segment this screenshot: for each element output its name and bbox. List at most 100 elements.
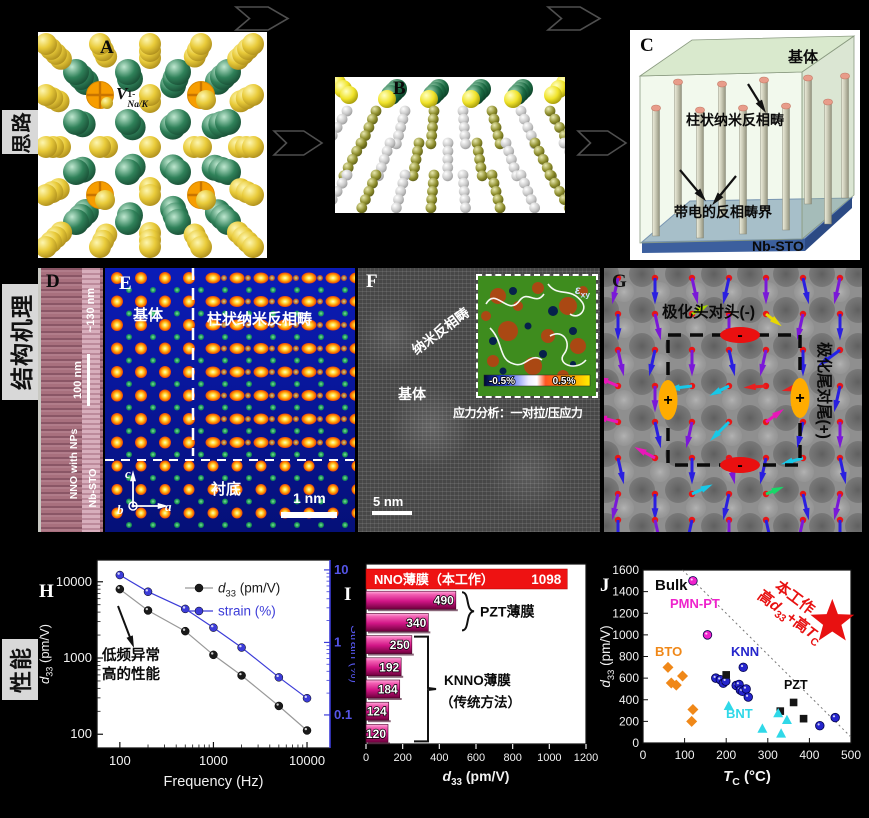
svg-text:100: 100 bbox=[70, 726, 92, 741]
svg-text:800: 800 bbox=[619, 650, 639, 664]
svg-text:Frequency (Hz): Frequency (Hz) bbox=[164, 774, 264, 790]
panel-d-cross-section: D ~130 nm 100 nm NNO with NPs Nb-STO bbox=[38, 268, 103, 532]
svg-text:高的性能: 高的性能 bbox=[102, 665, 160, 683]
svg-text:250: 250 bbox=[390, 638, 410, 652]
svg-text:600: 600 bbox=[619, 671, 639, 685]
panel-d-substrate-label: Nb-STO bbox=[87, 468, 99, 508]
panel-d-scalebar-label: 100 nm bbox=[72, 361, 84, 399]
svg-text:300: 300 bbox=[758, 748, 778, 762]
svg-text:340: 340 bbox=[406, 616, 426, 630]
panel-g-head-label: 极化头对头(-) bbox=[662, 304, 755, 321]
section-label-mechanism: 结构机理 bbox=[2, 284, 38, 400]
svg-text:1400: 1400 bbox=[612, 585, 639, 599]
svg-text:d33 (pm/V): d33 (pm/V) bbox=[443, 768, 510, 788]
svg-text:1000: 1000 bbox=[63, 650, 92, 665]
svg-text:PZT: PZT bbox=[784, 678, 808, 692]
panel-j-letter: J bbox=[600, 575, 610, 596]
svg-text:Bulk: Bulk bbox=[655, 577, 688, 594]
vacancy-superscript: 1- bbox=[127, 90, 136, 100]
panel-f-strain-inset: -0.5% 0.5% εxy bbox=[476, 274, 598, 398]
panel-d-film-label: NNO with NPs bbox=[68, 428, 80, 500]
svg-text:b: b bbox=[117, 502, 124, 517]
svg-text:120: 120 bbox=[366, 727, 386, 741]
svg-text:低频异常: 低频异常 bbox=[101, 646, 160, 664]
panel-c-substrate-label: Nb-STO bbox=[752, 238, 804, 254]
svg-text:0: 0 bbox=[640, 748, 647, 762]
panel-f-strain-map: -0.5% 0.5% εxy bbox=[478, 276, 596, 396]
panel-g-vectors-graphic: - - + + bbox=[604, 268, 862, 532]
svg-text:490: 490 bbox=[434, 594, 454, 608]
panel-c-pillar-label: 柱状纳米反相畴 bbox=[686, 112, 784, 128]
panel-c-letter: C bbox=[640, 35, 654, 56]
panel-j-scatter-chart: 0 100 200 300 400 500 0 200 400 600 800 1000 1200 140… bbox=[598, 548, 868, 794]
section-label-mechanism-text: 结构机理 bbox=[9, 294, 35, 390]
panel-f-matrix-label: 基体 bbox=[398, 386, 426, 402]
svg-text:-0.5%: -0.5% bbox=[489, 376, 515, 387]
vacancy-symbol: V bbox=[116, 84, 128, 103]
panel-b-atoms-graphic bbox=[335, 77, 565, 213]
svg-text:192: 192 bbox=[379, 660, 399, 674]
panel-c-matrix-label: 基体 bbox=[788, 49, 819, 66]
panel-f-letter: F bbox=[366, 271, 378, 292]
svg-text:Strain (%): Strain (%) bbox=[348, 625, 355, 683]
panel-e-matrix-label: 基体 bbox=[133, 307, 164, 324]
panel-f-scalebar bbox=[372, 511, 412, 515]
panel-e-stem-lattice: c a b E 基体 柱状纳米反相畴 衬底 1 nm bbox=[105, 268, 355, 532]
svg-text:184: 184 bbox=[378, 683, 398, 697]
svg-text:10000: 10000 bbox=[56, 574, 92, 589]
panel-e-letter: E bbox=[119, 273, 132, 294]
panel-i-letter: I bbox=[344, 584, 352, 605]
panel-b-defect-structure: B bbox=[335, 77, 565, 213]
panel-c-cube-graphic bbox=[638, 35, 856, 253]
svg-text:高d33+高TC: 高d33+高TC bbox=[752, 586, 826, 649]
svg-text:KNN: KNN bbox=[731, 644, 759, 659]
svg-text:200: 200 bbox=[393, 752, 411, 764]
panel-f-domain-label: 纳米反相畴 bbox=[409, 304, 473, 358]
svg-text:1000: 1000 bbox=[537, 752, 561, 764]
panel-d-edge bbox=[38, 268, 41, 532]
vacancy-subscript: Na/K bbox=[127, 99, 148, 110]
svg-text:-: - bbox=[737, 327, 742, 344]
svg-text:BNT: BNT bbox=[726, 706, 753, 721]
svg-text:400: 400 bbox=[430, 752, 448, 764]
svg-text:d33 (pm/V): d33 (pm/V) bbox=[598, 625, 616, 687]
svg-text:TC (°C): TC (°C) bbox=[723, 768, 771, 788]
svg-text:strain (%): strain (%) bbox=[218, 604, 276, 619]
svg-text:1098: 1098 bbox=[531, 572, 562, 587]
svg-text:0.1: 0.1 bbox=[334, 707, 352, 722]
svg-text:600: 600 bbox=[467, 752, 485, 764]
panel-c-boundary-label: 带电的反相畴界 bbox=[674, 204, 772, 220]
svg-text:100: 100 bbox=[675, 748, 695, 762]
svg-text:100: 100 bbox=[109, 753, 131, 768]
panel-d-thickness-label: ~130 nm bbox=[85, 287, 97, 333]
svg-text:200: 200 bbox=[716, 748, 736, 762]
panel-d-film-strip bbox=[82, 268, 100, 532]
svg-text:d33 (pm/V): d33 (pm/V) bbox=[218, 581, 280, 599]
svg-text:0: 0 bbox=[632, 736, 639, 750]
svg-text:+: + bbox=[663, 392, 672, 409]
svg-text:200: 200 bbox=[619, 714, 639, 728]
svg-text:0.5%: 0.5% bbox=[553, 376, 576, 387]
panel-d-scalebar bbox=[87, 354, 90, 406]
panel-j-chart: 0 100 200 300 400 500 0 200 400 600 800 1000 1200 140… bbox=[598, 563, 861, 788]
panel-e-lattice-graphic: c a b bbox=[105, 268, 355, 532]
svg-text:+: + bbox=[795, 390, 804, 407]
panel-g-tail-label: 极化尾对尾(+) bbox=[815, 342, 832, 439]
panel-h-letter: H bbox=[39, 581, 54, 602]
panel-f-tem-image: F 纳米反相畴 基体 5 nm -0.5% 0.5% εxy 应力分析：一对拉/压应… bbox=[358, 268, 600, 532]
panel-a-crystal-structure: A V 1- Na/K bbox=[38, 32, 267, 258]
svg-text:500: 500 bbox=[841, 748, 861, 762]
panel-f-caption: 应力分析：一对拉/压应力 bbox=[453, 406, 583, 420]
svg-text:-: - bbox=[737, 457, 742, 474]
panel-e-scalebar-label: 1 nm bbox=[293, 490, 326, 506]
panel-d-letter: D bbox=[46, 271, 60, 292]
panel-c-schematic-film: C 基体 柱状纳米反相畴 带电的反相畴界 Nb-STO bbox=[630, 30, 860, 260]
panel-a-atoms-graphic bbox=[38, 33, 264, 258]
svg-text:d33 (pm/V): d33 (pm/V) bbox=[37, 624, 55, 684]
svg-text:NNO薄膜（本工作）: NNO薄膜（本工作） bbox=[374, 572, 494, 587]
section-label-performance: 性能 bbox=[2, 639, 38, 700]
svg-text:10: 10 bbox=[334, 562, 348, 577]
panel-h-chart: 100 1000 10000 100 1000 10000 10 1 0.1 Frequency … bbox=[37, 559, 355, 790]
panel-g-letter: G bbox=[612, 271, 627, 292]
